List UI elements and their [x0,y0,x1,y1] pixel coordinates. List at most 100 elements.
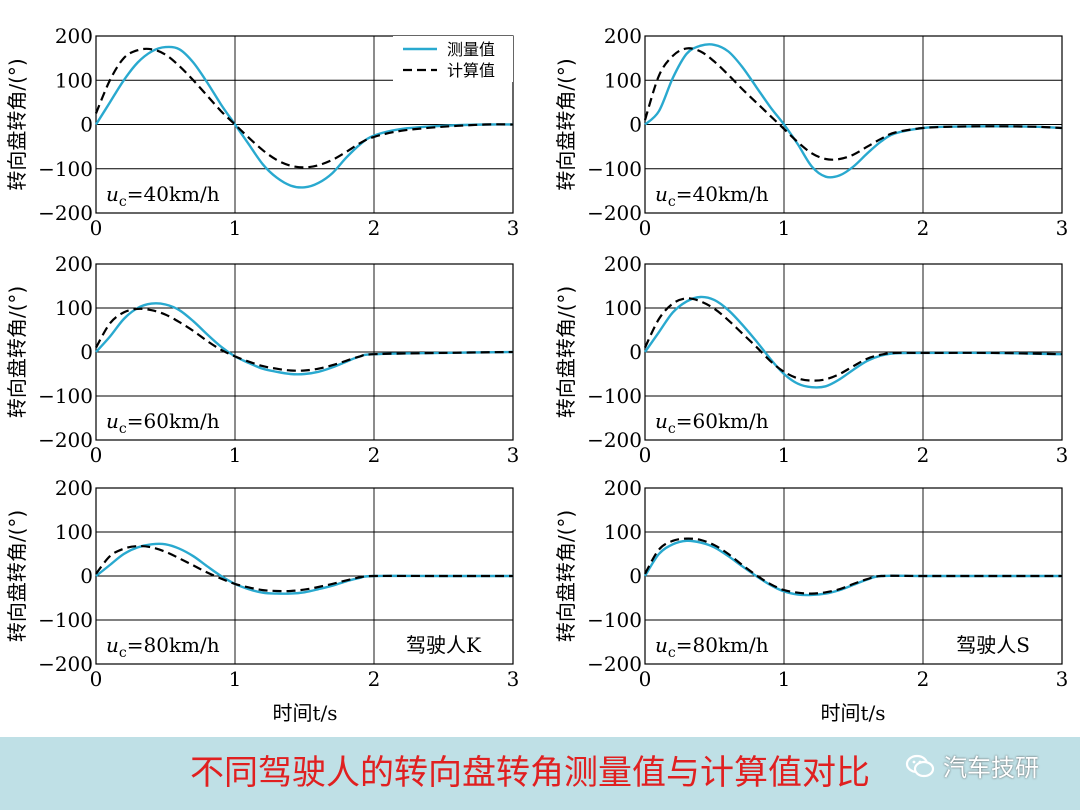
speed-value: =40km/h [676,182,769,206]
y-axis-label: 转向盘转角/(°) [5,510,29,642]
wechat-icon [905,754,935,777]
x-tick-label: 2 [917,443,930,467]
speed-subscript: c [119,194,127,210]
series-measured-line [95,302,514,376]
x-tick-label: 1 [229,216,242,240]
y-tick-label: −100 [587,384,642,408]
x-tick-label: 0 [90,443,103,467]
speed-subscript: c [119,645,127,661]
speed-annotation: uc=40km/h [106,182,220,210]
x-tick-label: 2 [368,216,381,240]
speed-symbol: u [106,633,119,657]
y-tick-label: 200 [604,24,642,48]
series-computed-line [95,307,514,372]
y-tick-label: 0 [80,113,93,137]
speed-value: =80km/h [127,633,220,657]
x-tick-label: 2 [917,216,930,240]
x-tick-label: 0 [639,667,652,691]
y-tick-label: 0 [629,113,642,137]
series-measured-line [644,43,1063,179]
speed-subscript: c [668,645,676,661]
speed-annotation: uc=80km/h [106,633,220,661]
xlabel-right: 时间t/s [820,701,885,725]
speed-symbol: u [106,182,119,206]
y-tick-label: −100 [587,157,642,181]
x-tick-label: 1 [229,443,242,467]
x-tick-label: 3 [507,667,520,691]
y-tick-label: 100 [55,520,93,544]
x-tick-label: 1 [229,667,242,691]
x-tick-label: 3 [1056,667,1069,691]
y-axis-label: 转向盘转角/(°) [554,510,578,642]
speed-subscript: c [119,421,127,437]
speed-value: =80km/h [676,633,769,657]
speed-annotation: uc=80km/h [655,633,769,661]
y-tick-label: 0 [629,340,642,364]
x-tick-label: 2 [368,443,381,467]
watermark-text: 汽车技研 [943,754,1039,782]
y-tick-label: 100 [55,68,93,92]
y-axis-label: 转向盘转角/(°) [5,286,29,418]
speed-subscript: c [668,194,676,210]
y-tick-label: 100 [604,68,642,92]
speed-annotation: uc=40km/h [655,182,769,210]
speed-subscript: c [668,421,676,437]
x-tick-label: 3 [1056,443,1069,467]
series-computed-line [644,537,1062,595]
watermark: 汽车技研 [905,748,1039,783]
series-computed-line [644,297,1063,382]
y-tick-label: 0 [80,564,93,588]
speed-symbol: u [655,182,668,206]
y-tick-label: −200 [587,201,642,225]
x-tick-label: 2 [917,667,930,691]
x-tick-label: 0 [639,443,652,467]
series-measured-line [94,45,514,189]
speed-symbol: u [106,409,119,433]
y-tick-label: 0 [80,340,93,364]
speed-symbol: u [655,409,668,433]
y-tick-label: −200 [38,428,93,452]
speed-annotation: uc=60km/h [655,409,769,437]
y-tick-label: −100 [587,608,642,632]
y-tick-label: 0 [629,564,642,588]
speed-value: =60km/h [676,409,769,433]
speed-symbol: u [655,633,668,657]
series-computed-line [643,47,1063,161]
y-tick-label: −200 [38,201,93,225]
series-computed-line [94,47,514,169]
y-tick-label: 200 [604,476,642,500]
x-tick-label: 1 [778,443,791,467]
legend-box [393,36,513,82]
legend-measured-label: 测量值 [447,40,495,59]
y-tick-label: 200 [55,252,93,276]
xlabel-left: 时间t/s [272,701,337,725]
x-tick-label: 3 [507,216,520,240]
x-tick-label: 3 [1056,216,1069,240]
y-tick-label: −200 [587,428,642,452]
x-tick-label: 3 [507,443,520,467]
y-tick-label: 200 [55,476,93,500]
y-tick-label: 200 [55,24,93,48]
y-tick-label: −100 [38,608,93,632]
y-axis-label: 转向盘转角/(°) [554,286,578,418]
x-tick-label: 0 [90,667,103,691]
y-tick-label: 200 [604,252,642,276]
y-tick-label: −100 [38,384,93,408]
legend-computed-label: 计算值 [447,61,495,80]
series-measured-line [95,542,513,595]
y-tick-label: −200 [587,652,642,676]
y-axis-label: 转向盘转角/(°) [554,58,578,190]
speed-value: =60km/h [127,409,220,433]
driver-label: 驾驶人K [406,633,482,657]
y-tick-label: 100 [604,520,642,544]
speed-value: =40km/h [127,182,220,206]
caption-band [0,737,1080,810]
speed-annotation: uc=60km/h [106,409,220,437]
x-tick-label: 1 [778,216,791,240]
